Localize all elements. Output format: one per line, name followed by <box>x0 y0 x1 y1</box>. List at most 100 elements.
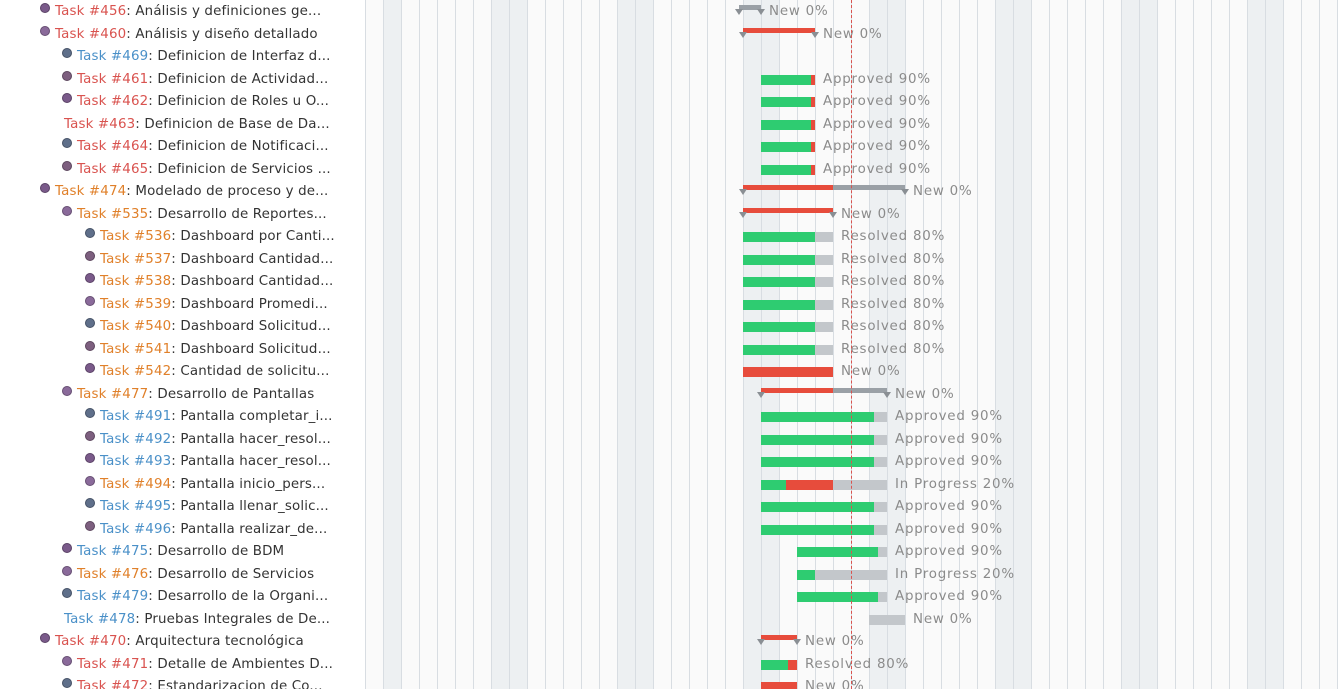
issue-title: Análisis y diseño detallado <box>135 26 318 42</box>
bar-percent: 0% <box>841 679 865 689</box>
gantt-task-bar[interactable] <box>743 367 833 377</box>
gantt-task-bar[interactable] <box>743 344 833 355</box>
issue-link[interactable]: Task #464 <box>77 139 149 154</box>
gantt-parent-bar[interactable] <box>757 387 891 398</box>
issue-link[interactable]: Task #470 <box>55 634 127 649</box>
gantt-task-bar[interactable] <box>761 524 887 535</box>
bar-percent: 0% <box>805 4 829 19</box>
issue-link[interactable]: Task #535 <box>77 206 149 222</box>
issue-link[interactable]: Task #460 <box>55 26 127 42</box>
bar-status: New <box>823 26 855 42</box>
bar-status-label: New 0% <box>841 207 901 223</box>
issue-link[interactable]: Task #496 <box>100 521 172 537</box>
gantt-day-column <box>599 0 617 689</box>
task-bar-done <box>743 322 815 332</box>
task-bar-done <box>743 344 815 355</box>
issue-link[interactable]: Task #474 <box>55 184 127 199</box>
gantt-task-bar[interactable] <box>797 569 887 580</box>
issue-link[interactable]: Task #494 <box>100 476 172 492</box>
issue-subject-row: Task #469: Definicion de Interfaz d... <box>0 46 365 68</box>
gantt-day-column <box>977 0 995 689</box>
gantt-task-bar[interactable] <box>761 164 815 175</box>
gantt-task-bar[interactable] <box>761 142 815 152</box>
issue-link[interactable]: Task #491 <box>100 409 172 424</box>
bar-status-label: In Progress 20% <box>895 477 1015 493</box>
gantt-task-bar[interactable] <box>761 502 887 512</box>
user-avatar-icon <box>85 363 95 373</box>
gantt-task-bar[interactable] <box>761 434 887 445</box>
issue-link[interactable]: Task #537 <box>100 251 172 267</box>
task-bar-done <box>761 74 811 85</box>
gantt-task-bar[interactable] <box>743 232 833 242</box>
gantt-task-bar[interactable] <box>761 119 815 130</box>
gantt-task-bar[interactable] <box>761 682 797 689</box>
gantt-task-bar[interactable] <box>743 299 833 310</box>
gantt-nonworking-day <box>635 0 653 689</box>
issue-subject-list: Task #456: Análisis y definiciones ge...… <box>0 0 365 689</box>
issue-link[interactable]: Task #471 <box>77 656 149 672</box>
issue-link[interactable]: Task #462 <box>77 94 149 109</box>
issue-link[interactable]: Task #465 <box>77 161 149 177</box>
task-bar-done <box>743 277 815 287</box>
bar-percent: 0% <box>877 364 901 379</box>
parent-bar-remaining <box>833 185 905 190</box>
issue-subject-row: Task #496: Pantalla realizar_de... <box>0 519 365 541</box>
issue-link[interactable]: Task #542 <box>100 364 172 379</box>
gantt-task-bar[interactable] <box>797 592 887 602</box>
gantt-day-column <box>473 0 491 689</box>
issue-link[interactable]: Task #493 <box>100 454 172 469</box>
subject-separator: : <box>148 656 158 672</box>
gantt-parent-bar[interactable] <box>739 185 909 195</box>
issue-link[interactable]: Task #475 <box>77 544 149 559</box>
subject-separator: : <box>126 184 136 199</box>
issue-link[interactable]: Task #469 <box>77 49 149 64</box>
gantt-parent-bar[interactable] <box>757 635 801 645</box>
issue-subject-row: Task #463: Definicion de Base de Da... <box>0 114 365 136</box>
issue-link[interactable]: Task #461 <box>77 71 149 87</box>
gantt-task-bar[interactable] <box>761 97 815 107</box>
bar-status: New <box>913 184 945 199</box>
issue-link[interactable]: Task #456 <box>55 4 127 19</box>
issue-link[interactable]: Task #476 <box>77 566 149 582</box>
bar-status: New <box>841 364 873 379</box>
issue-link[interactable]: Task #492 <box>100 431 172 447</box>
gantt-task-bar[interactable] <box>761 412 887 422</box>
bar-status-label: New 0% <box>895 387 955 403</box>
issue-link[interactable]: Task #478 <box>64 611 136 627</box>
gantt-task-bar[interactable] <box>761 74 815 85</box>
bar-status: Resolved <box>841 229 908 244</box>
issue-link[interactable]: Task #479 <box>77 589 149 604</box>
bar-percent: 90% <box>970 454 1003 469</box>
subject-separator: : <box>171 319 181 334</box>
user-avatar-icon <box>85 520 95 531</box>
subject-separator: : <box>148 161 158 177</box>
gantt-task-bar[interactable] <box>797 547 887 557</box>
issue-link[interactable]: Task #495 <box>100 499 172 514</box>
issue-link[interactable]: Task #472 <box>77 679 149 689</box>
gantt-parent-bar[interactable] <box>739 207 837 218</box>
gantt-parent-bar[interactable] <box>739 27 819 38</box>
issue-link[interactable]: Task #536 <box>100 229 172 244</box>
issue-link[interactable]: Task #541 <box>100 341 172 357</box>
gantt-parent-bar[interactable] <box>735 5 765 15</box>
issue-link[interactable]: Task #538 <box>100 274 172 289</box>
bar-status: New <box>913 611 945 627</box>
issue-link[interactable]: Task #477 <box>77 386 149 402</box>
gantt-task-bar[interactable] <box>869 614 905 625</box>
gantt-task-bar[interactable] <box>761 457 887 467</box>
gantt-task-bar[interactable] <box>743 322 833 332</box>
gantt-task-bar[interactable] <box>743 277 833 287</box>
gantt-task-bar[interactable] <box>743 254 833 265</box>
today-line <box>851 0 852 689</box>
gantt-task-bar[interactable] <box>761 659 797 670</box>
subject-separator: : <box>148 71 158 87</box>
parent-start-marker-icon <box>739 189 747 195</box>
task-bar-late <box>810 142 815 152</box>
issue-link[interactable]: Task #539 <box>100 296 172 312</box>
bar-percent: 90% <box>898 71 931 87</box>
issue-link[interactable]: Task #463 <box>64 116 136 132</box>
gantt-nonworking-day <box>1139 0 1157 689</box>
bar-status: New <box>805 634 837 649</box>
gantt-task-bar[interactable] <box>761 479 887 490</box>
issue-link[interactable]: Task #540 <box>100 319 172 334</box>
